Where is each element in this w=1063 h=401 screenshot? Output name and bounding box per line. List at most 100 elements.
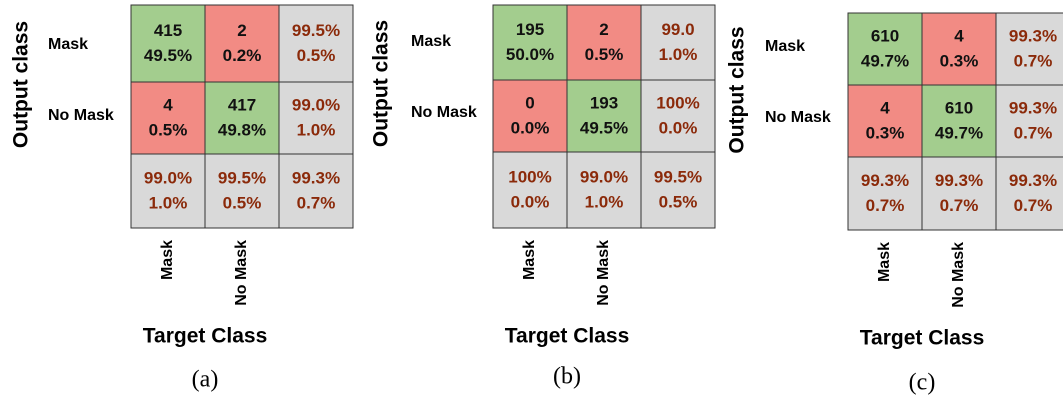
cell: [847, 12, 923, 86]
cell: [921, 84, 997, 158]
cell-value: 99.3%: [1009, 26, 1057, 45]
cell-percent: 49.8%: [218, 120, 266, 139]
cell-percent: 0.7%: [940, 196, 979, 215]
cell-value: 99.5%: [292, 21, 340, 40]
col-label: No Mask: [233, 240, 250, 306]
cell-value: 99.0%: [144, 168, 192, 187]
row-label: No Mask: [411, 104, 477, 121]
cell: [130, 81, 206, 155]
cell: [130, 4, 206, 83]
x-axis-label: Target Class: [143, 325, 268, 348]
cell: [130, 153, 206, 229]
cell: [566, 79, 642, 153]
cell-percent: 49.7%: [861, 51, 909, 70]
y-axis-label: Output class: [370, 20, 393, 147]
cell: [278, 81, 354, 155]
cell-percent: 49.7%: [935, 123, 983, 142]
row-label: No Mask: [765, 109, 831, 126]
cell-value: 99.3%: [935, 171, 983, 190]
cell-value: 99.3%: [861, 171, 909, 190]
cell: [921, 12, 997, 86]
cell-value: 0: [525, 93, 534, 112]
cell-percent: 0.7%: [866, 196, 905, 215]
cell-percent: 49.5%: [580, 118, 628, 137]
cell-percent: 0.7%: [1014, 51, 1053, 70]
cell-percent: 1.0%: [149, 193, 188, 212]
confusion-matrix: 415 49.5% 2 0.2% 99.5% 0.5% 4 0.5% 417 49.8% 99.0%…: [10, 4, 354, 393]
cell-value: 610: [945, 98, 973, 117]
caption: (c): [909, 370, 936, 396]
cell-value: 99.3%: [292, 168, 340, 187]
cell-value: 417: [228, 95, 256, 114]
cell-percent: 0.7%: [297, 193, 336, 212]
cell: [566, 4, 642, 81]
cell-percent: 49.5%: [144, 46, 192, 65]
cell: [492, 151, 568, 229]
cell: [278, 4, 354, 83]
row-label: No Mask: [48, 107, 114, 124]
cell: [492, 4, 568, 81]
cell: [995, 84, 1063, 158]
cell: [204, 4, 280, 83]
cell-percent: 0.2%: [223, 46, 262, 65]
y-axis-label: Output class: [726, 26, 749, 153]
confusion-matrix: 195 50.0% 2 0.5% 99.0 1.0% 0 0.0% 193 49.5% 100% 0.…: [370, 4, 716, 390]
row-label: Mask: [765, 38, 805, 55]
cell-percent: 0.3%: [940, 51, 979, 70]
cell: [921, 156, 997, 231]
cell-percent: 1.0%: [585, 192, 624, 211]
col-label: Mask: [521, 240, 538, 280]
cell-value: 99.0: [661, 20, 694, 39]
cell-percent: 1.0%: [297, 120, 336, 139]
cell-percent: 0.5%: [585, 45, 624, 64]
cell-percent: 0.5%: [149, 120, 188, 139]
cell: [492, 79, 568, 153]
cell: [847, 84, 923, 158]
x-axis-label: Target Class: [860, 327, 985, 350]
cell: [847, 156, 923, 231]
cell-value: 100%: [508, 167, 551, 186]
cell-value: 610: [871, 26, 899, 45]
col-label: No Mask: [595, 240, 612, 306]
row-label: Mask: [48, 36, 88, 53]
caption: (a): [192, 367, 219, 393]
cell-percent: 0.5%: [297, 46, 336, 65]
row-label: Mask: [411, 33, 451, 50]
cell-percent: 0.0%: [511, 118, 550, 137]
cell-value: 4: [163, 95, 173, 114]
cell-percent: 0.0%: [511, 192, 550, 211]
cell-value: 99.3%: [1009, 171, 1057, 190]
col-label: Mask: [159, 240, 176, 280]
cell-percent: 0.7%: [1014, 196, 1053, 215]
cell-percent: 0.5%: [659, 192, 698, 211]
cell-percent: 0.0%: [659, 118, 698, 137]
cell-percent: 0.3%: [866, 123, 905, 142]
cell-value: 100%: [656, 93, 699, 112]
cell-percent: 50.0%: [506, 45, 554, 64]
cell-value: 4: [954, 26, 964, 45]
cell-value: 4: [880, 98, 890, 117]
cell-value: 99.0%: [580, 167, 628, 186]
cell-value: 2: [599, 20, 608, 39]
cell-percent: 0.7%: [1014, 123, 1053, 142]
y-axis-label: Output class: [10, 21, 33, 148]
cell: [278, 153, 354, 229]
cell-value: 2: [237, 21, 246, 40]
cell: [566, 151, 642, 229]
cell-value: 99.5%: [218, 168, 266, 187]
cell: [995, 156, 1063, 231]
cell-value: 99.3%: [1009, 98, 1057, 117]
cell-value: 195: [516, 20, 544, 39]
col-label: No Mask: [950, 242, 967, 308]
cell-value: 99.5%: [654, 167, 702, 186]
cell-value: 193: [590, 93, 618, 112]
cell: [640, 79, 716, 153]
cell: [995, 12, 1063, 86]
cell: [640, 4, 716, 81]
cell-value: 415: [154, 21, 182, 40]
cell: [204, 153, 280, 229]
caption: (b): [553, 364, 581, 390]
cell-value: 99.0%: [292, 95, 340, 114]
